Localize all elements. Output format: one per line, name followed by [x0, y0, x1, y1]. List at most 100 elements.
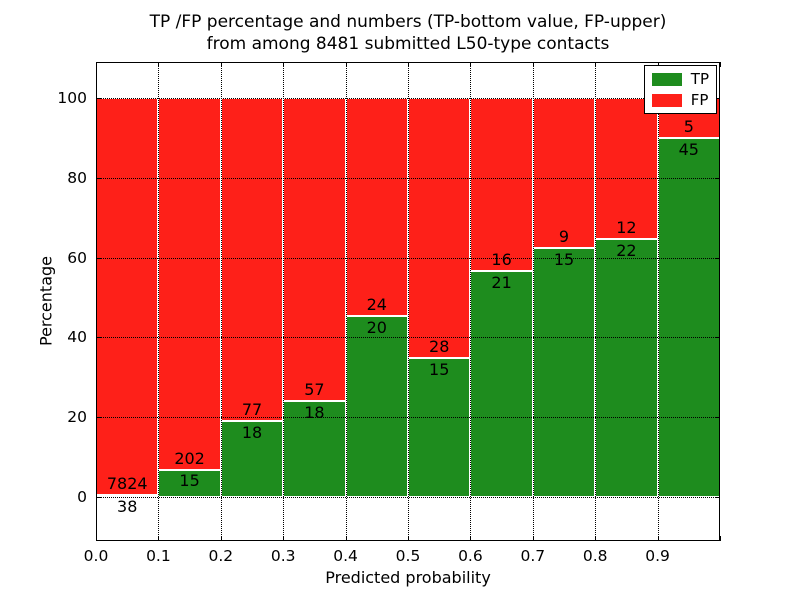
bar-segment-tp [470, 270, 533, 498]
plot-area: 7824 38 202 15 77 18 57 18 24 20 28 15 16 21 9 15 12 22 5 4… [96, 62, 721, 541]
legend-swatch-tp [651, 72, 682, 86]
bar-label-tp: 18 [241, 423, 263, 443]
x-tick-mark [532, 536, 534, 541]
y-tick-mark [715, 177, 720, 179]
bar-segment-tp [345, 315, 408, 498]
bar-segment-fp [220, 97, 284, 422]
x-tick-mark [283, 536, 285, 541]
x-tick-label: 0.0 [83, 547, 109, 565]
y-axis-label: Percentage [36, 255, 56, 347]
y-tick-label: 100 [57, 88, 87, 107]
chart-title-line1: TP /FP percentage and numbers (TP-bottom… [149, 12, 667, 32]
bar-segment-tp [657, 137, 720, 498]
bar-label-tp: 18 [304, 403, 325, 423]
bar-segment-fp [283, 97, 346, 402]
bar-segment-tp [220, 421, 284, 498]
bar-segment-fp [158, 97, 221, 470]
bar-segment-fp [345, 97, 408, 316]
x-tick-mark [96, 536, 97, 541]
x-tick-label: 0.9 [645, 547, 670, 565]
x-tick-mark [408, 62, 409, 67]
y-tick-label: 40 [67, 328, 87, 347]
grid-vline [345, 62, 347, 541]
bar-label-fp: 9 [558, 226, 570, 246]
bar-label-tp: 38 [117, 497, 138, 517]
x-axis-label: Predicted probability [325, 568, 491, 587]
x-tick-mark [220, 536, 222, 541]
y-tick-mark [96, 257, 101, 259]
bar-label-fp: 12 [616, 217, 637, 237]
bar-label-fp: 24 [366, 294, 387, 314]
y-tick-mark [715, 417, 720, 419]
grid-vline [408, 62, 409, 541]
x-tick-mark [96, 62, 97, 67]
y-tick-label: 0 [77, 488, 87, 507]
y-tick-mark [96, 417, 101, 419]
y-tick-label: 80 [67, 168, 87, 187]
x-tick-label: 0.8 [582, 547, 608, 565]
grid-vline [532, 62, 534, 541]
x-tick-label: 0.6 [458, 547, 483, 565]
grid-vline [220, 62, 222, 541]
x-tick-label: 0.3 [270, 547, 296, 565]
x-tick-mark [345, 62, 347, 67]
y-tick-label: 20 [67, 408, 87, 427]
x-tick-mark [158, 536, 160, 541]
legend-box: TP FP [643, 65, 717, 114]
legend-row: FP [651, 91, 709, 109]
legend-row: TP [651, 71, 709, 87]
x-tick-mark [595, 62, 597, 67]
bar-label-tp: 15 [179, 471, 200, 491]
x-tick-label: 0.2 [208, 547, 234, 565]
bar-label-tp: 20 [366, 317, 387, 337]
bar-segment-tp [595, 238, 658, 498]
bar-segment-fp [470, 97, 533, 271]
bar-label-fp: 5 [683, 116, 694, 136]
grid-vline [657, 62, 659, 541]
y-tick-mark [96, 97, 101, 99]
x-tick-mark [345, 536, 347, 541]
x-tick-mark [283, 62, 285, 67]
y-tick-mark [715, 97, 720, 99]
bar-segment-fp [595, 97, 658, 239]
x-tick-mark [470, 62, 472, 67]
y-tick-mark [715, 337, 720, 339]
grid-vline [595, 62, 597, 541]
bar-segment-fp [532, 97, 596, 248]
bar-label-tp: 15 [553, 249, 575, 269]
bar-label-fp: 28 [429, 336, 450, 356]
bar-label-tp: 21 [491, 272, 512, 292]
x-tick-label: 0.7 [520, 547, 546, 565]
x-tick-mark [158, 62, 160, 67]
y-tick-mark [96, 177, 101, 179]
bar-label-fp: 202 [174, 448, 205, 468]
x-tick-mark [220, 62, 222, 67]
x-tick-mark [532, 62, 534, 67]
legend-label-fp: FP [690, 91, 709, 109]
bar-label-tp: 22 [616, 240, 637, 260]
x-tick-mark [720, 536, 721, 541]
bar-label-fp: 16 [491, 249, 512, 269]
chart-title-line2: from among 8481 submitted L50-type conta… [206, 33, 610, 54]
x-tick-mark [720, 62, 721, 67]
x-tick-mark [595, 536, 597, 541]
bar-label-fp: 77 [241, 400, 263, 420]
legend-swatch-fp [651, 93, 682, 107]
grid-vline [158, 62, 160, 541]
bar-segment-fp [408, 97, 471, 358]
x-tick-mark [408, 536, 409, 541]
y-tick-mark [715, 497, 720, 499]
x-tick-mark [470, 536, 472, 541]
y-tick-mark [96, 337, 101, 339]
grid-vline [470, 62, 472, 541]
bar-segment-fp [96, 97, 159, 496]
bar-label-tp: 15 [429, 359, 450, 379]
x-tick-label: 0.1 [146, 547, 171, 565]
y-tick-mark [715, 257, 720, 259]
bar-segment-tp [532, 247, 596, 498]
x-tick-mark [657, 62, 659, 67]
y-tick-mark [96, 497, 101, 499]
grid-vline [283, 62, 285, 541]
chart-title: TP /FP percentage and numbers (TP-bottom… [96, 12, 720, 55]
